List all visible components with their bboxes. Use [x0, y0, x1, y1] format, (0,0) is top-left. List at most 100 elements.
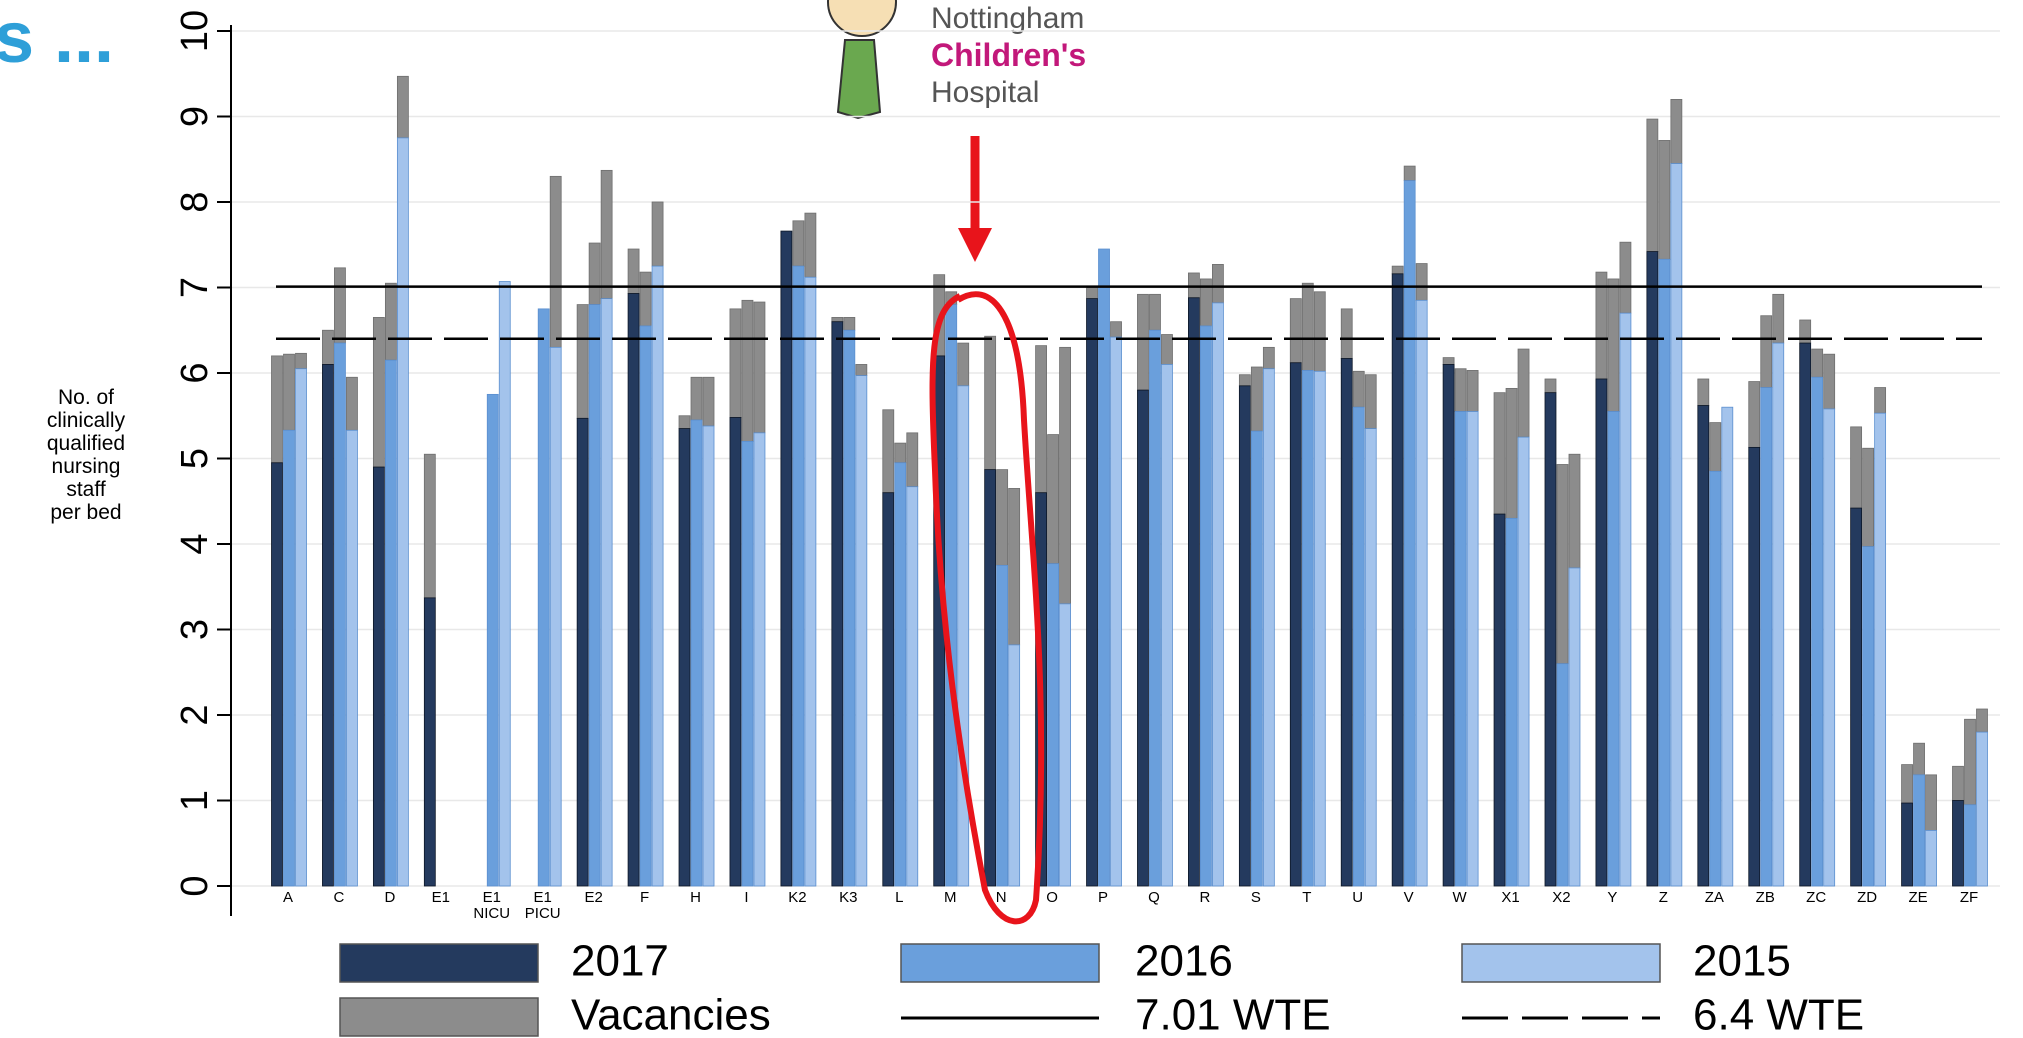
vacancy-bar: [1953, 766, 1964, 800]
vacancy-bar: [1659, 140, 1670, 259]
chart: s ... Nottingham Children's Hospital No.…: [0, 0, 2023, 1038]
bar: [1875, 413, 1886, 886]
y-axis-label-line: staff: [66, 478, 105, 501]
x-tick-label: L: [895, 889, 903, 906]
vacancy-bar: [1314, 292, 1325, 372]
legend-label: 2015: [1693, 937, 1791, 986]
bar: [296, 369, 307, 886]
y-axis-label-line: clinically: [47, 409, 126, 432]
page: { "slide_title_fragment": "s ...", "logo…: [0, 0, 2023, 1038]
bar: [601, 299, 612, 886]
bar: [1099, 249, 1110, 886]
legend-label: Vacancies: [571, 991, 771, 1038]
legend-swatch: [340, 998, 538, 1036]
vacancy-bar: [703, 377, 714, 426]
bar: [1341, 358, 1352, 886]
vacancy-bar: [296, 353, 307, 368]
y-axis-label-line: nursing: [52, 455, 121, 478]
vacancy-bar: [844, 317, 855, 330]
vacancy-bar: [895, 443, 906, 463]
x-tick-label: S: [1251, 889, 1261, 906]
bar: [1087, 299, 1098, 886]
vacancy-bar: [793, 221, 804, 266]
bar: [1290, 363, 1301, 886]
bar: [1149, 330, 1160, 886]
bar: [703, 426, 714, 886]
logo-text: Hospital: [931, 76, 1039, 109]
bar: [805, 277, 816, 886]
vacancy-bar: [1518, 349, 1529, 437]
slide-title-fragment: s ...: [0, 0, 114, 78]
bar: [1722, 407, 1733, 886]
y-tick-label: 7: [174, 277, 216, 298]
vacancy-bar: [1341, 309, 1352, 359]
x-tick-label: C: [334, 889, 345, 906]
bar: [424, 598, 435, 886]
bar: [284, 430, 295, 886]
vacancy-bar: [856, 364, 867, 375]
x-tick-label: E1: [432, 889, 450, 906]
bar: [958, 386, 969, 886]
bar: [1620, 313, 1631, 886]
bar: [1353, 407, 1364, 886]
bar: [272, 463, 283, 886]
x-tick-label: ZA: [1705, 889, 1724, 906]
vacancy-bar: [550, 176, 561, 347]
vacancy-bar: [1060, 347, 1071, 603]
x-tick-label: X2: [1552, 889, 1570, 906]
bar: [1365, 429, 1376, 886]
bar: [1314, 371, 1325, 886]
bar: [1965, 805, 1976, 886]
vacancy-bar: [346, 377, 357, 430]
bar: [1863, 547, 1874, 886]
vacancy-bar: [1048, 435, 1059, 564]
vacancy-bar: [1290, 299, 1301, 363]
vacancy-bar: [754, 302, 765, 433]
vacancy-bar: [1773, 294, 1784, 343]
bar: [1048, 564, 1059, 886]
bar: [1671, 164, 1682, 886]
x-tick-label: ZF: [1960, 889, 1978, 906]
legend-label: 2017: [571, 937, 669, 986]
vacancy-bar: [1977, 709, 1988, 732]
bar: [1608, 411, 1619, 886]
vacancy-bar: [424, 454, 435, 598]
bar: [1851, 508, 1862, 886]
vacancy-bar: [1353, 371, 1364, 407]
vacancy-bar: [272, 356, 283, 463]
y-tick-label: 9: [174, 106, 216, 127]
vacancy-bar: [1749, 382, 1760, 448]
bar: [1111, 337, 1122, 886]
bar: [1060, 604, 1071, 886]
x-tick-label: P: [1098, 889, 1108, 906]
x-tick-label: V: [1404, 889, 1414, 906]
x-tick-label: O: [1046, 889, 1058, 906]
bar: [499, 282, 510, 886]
bar: [1506, 518, 1517, 886]
vacancy-bar: [1009, 488, 1020, 644]
bar: [730, 417, 741, 886]
bar: [1200, 326, 1211, 886]
x-tick-label: F: [640, 889, 649, 906]
logo-text: Nottingham: [931, 2, 1084, 35]
vacancy-bar: [1404, 166, 1415, 181]
x-tick-label: N: [996, 889, 1007, 906]
x-tick-label: Q: [1148, 889, 1160, 906]
vacancy-bar: [1608, 279, 1619, 412]
bar: [856, 376, 867, 886]
vacancy-bar: [284, 354, 295, 430]
bar: [883, 493, 894, 886]
vacancy-bar: [832, 317, 843, 321]
x-tick-label: X1: [1501, 889, 1519, 906]
x-tick-label: E1NICU: [473, 889, 510, 922]
bar: [550, 347, 561, 886]
bar: [1647, 252, 1658, 886]
x-tick-label: I: [744, 889, 748, 906]
vacancy-bar: [1557, 464, 1568, 663]
vacancy-bar: [985, 336, 996, 469]
vacancy-bar: [577, 305, 588, 419]
vacancy-bar: [907, 433, 918, 487]
vacancy-bar: [322, 330, 333, 364]
x-tick-label: H: [690, 889, 701, 906]
x-tick-label: T: [1302, 889, 1311, 906]
